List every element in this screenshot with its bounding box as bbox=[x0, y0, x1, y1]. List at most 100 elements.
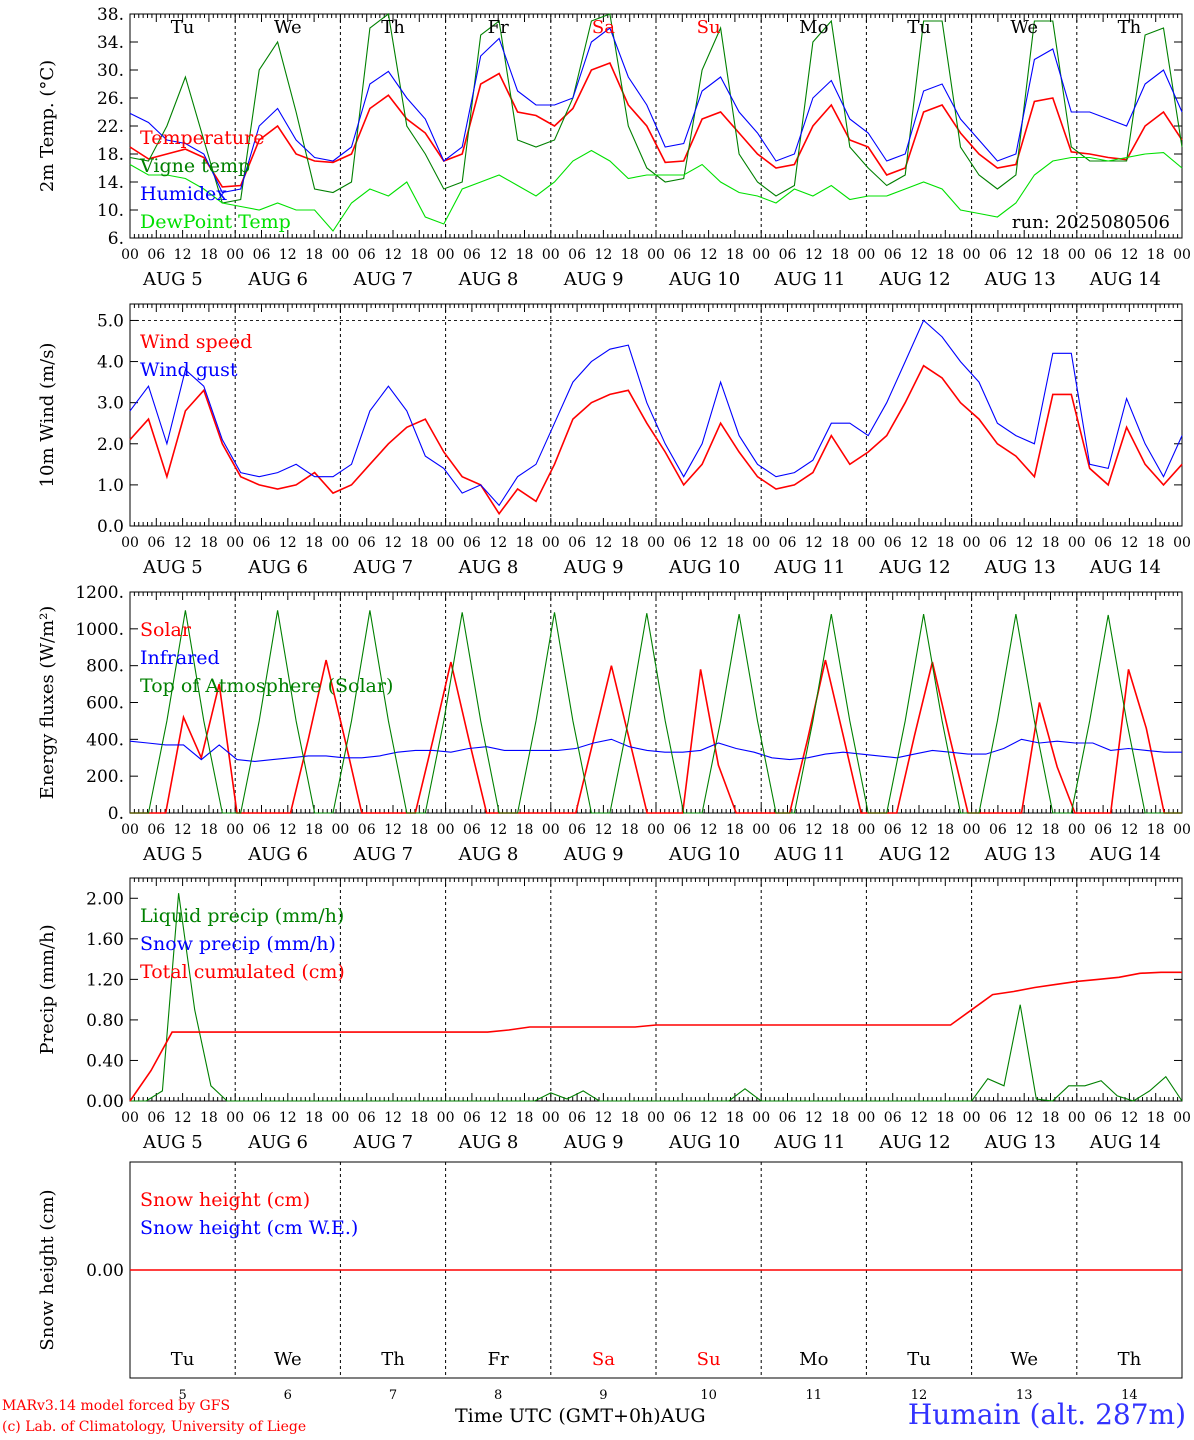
hour-label: 06 bbox=[884, 822, 902, 838]
hour-label: 06 bbox=[358, 1110, 376, 1126]
hour-label: 12 bbox=[279, 535, 297, 551]
hour-label: 18 bbox=[305, 1110, 323, 1126]
hour-label: 12 bbox=[174, 1110, 192, 1126]
hour-label: 12 bbox=[805, 535, 823, 551]
hour-label: 18 bbox=[1147, 822, 1165, 838]
day-number-label: 6 bbox=[284, 1388, 292, 1403]
series-line-blue bbox=[129, 27, 1183, 194]
y-tick-label: 0.0 bbox=[97, 517, 124, 537]
series-line-green bbox=[130, 893, 1183, 1102]
date-label: AUG 7 bbox=[352, 269, 413, 290]
date-label: AUG 5 bbox=[142, 269, 203, 290]
hour-label: 12 bbox=[1015, 1110, 1033, 1126]
day-of-week-label: Su bbox=[697, 17, 721, 38]
hour-label: 18 bbox=[200, 822, 218, 838]
date-label: AUG 6 bbox=[247, 844, 308, 865]
legend-entry: Solar bbox=[140, 619, 192, 641]
x-axis-label: Time UTC (GMT+0h)AUG bbox=[455, 1405, 706, 1427]
legend-entry: Wind gust bbox=[140, 359, 238, 381]
hour-label: 12 bbox=[910, 247, 928, 263]
date-label: AUG 7 bbox=[352, 1132, 413, 1153]
legend-entry: Total cumulated (cm) bbox=[140, 961, 345, 983]
date-label: AUG 7 bbox=[352, 844, 413, 865]
hour-label: 12 bbox=[489, 535, 507, 551]
y-tick-label: 800. bbox=[86, 657, 124, 677]
date-label: AUG 13 bbox=[984, 844, 1056, 865]
day-number-label: 11 bbox=[806, 1388, 823, 1403]
day-number-label: 13 bbox=[1016, 1388, 1033, 1403]
hour-label: 00 bbox=[331, 1110, 349, 1126]
hour-label: 12 bbox=[384, 247, 402, 263]
date-label: AUG 11 bbox=[773, 844, 845, 865]
hour-label: 06 bbox=[253, 535, 271, 551]
date-label: AUG 14 bbox=[1089, 269, 1161, 290]
hour-label: 18 bbox=[1042, 822, 1060, 838]
hour-label: 00 bbox=[331, 247, 349, 263]
y-tick-label: 0.00 bbox=[86, 1261, 124, 1281]
hour-label: 06 bbox=[253, 247, 271, 263]
hour-label: 18 bbox=[410, 247, 428, 263]
y-tick-label: 0.80 bbox=[86, 1011, 124, 1031]
y-tick-label: 0. bbox=[108, 804, 124, 824]
hour-label: 06 bbox=[568, 247, 586, 263]
hour-label: 00 bbox=[121, 535, 139, 551]
y-tick-label: 1000. bbox=[75, 620, 124, 640]
hour-label: 00 bbox=[752, 535, 770, 551]
legend-entry: Liquid precip (mm/h) bbox=[140, 905, 344, 927]
hour-label: 00 bbox=[857, 1110, 875, 1126]
hour-label: 06 bbox=[463, 1110, 481, 1126]
hour-label: 18 bbox=[621, 822, 639, 838]
hour-label: 06 bbox=[147, 535, 165, 551]
y-axis-label: 2m Temp. (°C) bbox=[37, 60, 58, 192]
series-line-red bbox=[129, 61, 1183, 188]
y-tick-label: 1.0 bbox=[97, 476, 124, 496]
hour-label: 12 bbox=[1120, 535, 1138, 551]
y-tick-label: 4.0 bbox=[97, 353, 124, 373]
hour-label: 18 bbox=[1042, 1110, 1060, 1126]
date-label: AUG 10 bbox=[668, 844, 740, 865]
hour-label: 18 bbox=[936, 247, 954, 263]
date-label: AUG 9 bbox=[563, 269, 624, 290]
legend-entry: Snow height (cm W.E.) bbox=[140, 1217, 358, 1239]
hour-label: 18 bbox=[831, 1110, 849, 1126]
hour-label: 00 bbox=[963, 535, 981, 551]
hour-label: 12 bbox=[174, 535, 192, 551]
y-tick-label: 3.0 bbox=[97, 394, 124, 414]
date-label: AUG 12 bbox=[878, 557, 950, 578]
date-label: AUG 10 bbox=[668, 1132, 740, 1153]
hour-label: 00 bbox=[437, 247, 455, 263]
hour-label: 06 bbox=[568, 535, 586, 551]
hour-label: 06 bbox=[884, 1110, 902, 1126]
day-of-week-label: Fr bbox=[488, 17, 509, 38]
hour-label: 12 bbox=[805, 1110, 823, 1126]
hour-label: 00 bbox=[752, 822, 770, 838]
hour-label: 12 bbox=[384, 822, 402, 838]
hour-label: 12 bbox=[384, 1110, 402, 1126]
hour-label: 06 bbox=[673, 535, 691, 551]
hour-label: 18 bbox=[726, 1110, 744, 1126]
y-tick-label: 38. bbox=[97, 5, 124, 25]
series-line-blue bbox=[129, 319, 1183, 507]
hour-label: 12 bbox=[279, 822, 297, 838]
hour-label: 06 bbox=[673, 247, 691, 263]
y-tick-label: 600. bbox=[86, 694, 124, 714]
hour-label: 00 bbox=[121, 247, 139, 263]
hour-label: 06 bbox=[253, 822, 271, 838]
hour-label: 18 bbox=[621, 247, 639, 263]
hour-label: 12 bbox=[594, 535, 612, 551]
hour-label: 00 bbox=[647, 247, 665, 263]
date-label: AUG 11 bbox=[773, 269, 845, 290]
y-tick-label: 400. bbox=[86, 730, 124, 750]
series-line-red bbox=[129, 971, 1182, 1102]
day-number-label: 5 bbox=[178, 1388, 186, 1403]
day-number-label: 14 bbox=[1121, 1388, 1138, 1403]
date-label: AUG 9 bbox=[563, 557, 624, 578]
hour-label: 00 bbox=[647, 822, 665, 838]
hour-label: 18 bbox=[936, 822, 954, 838]
day-of-week-label: Sa bbox=[592, 17, 615, 38]
hour-label: 06 bbox=[779, 822, 797, 838]
date-label: AUG 14 bbox=[1089, 844, 1161, 865]
hour-label: 06 bbox=[1094, 535, 1112, 551]
hour-label: 00 bbox=[437, 822, 455, 838]
hour-label: 00 bbox=[1173, 247, 1191, 263]
